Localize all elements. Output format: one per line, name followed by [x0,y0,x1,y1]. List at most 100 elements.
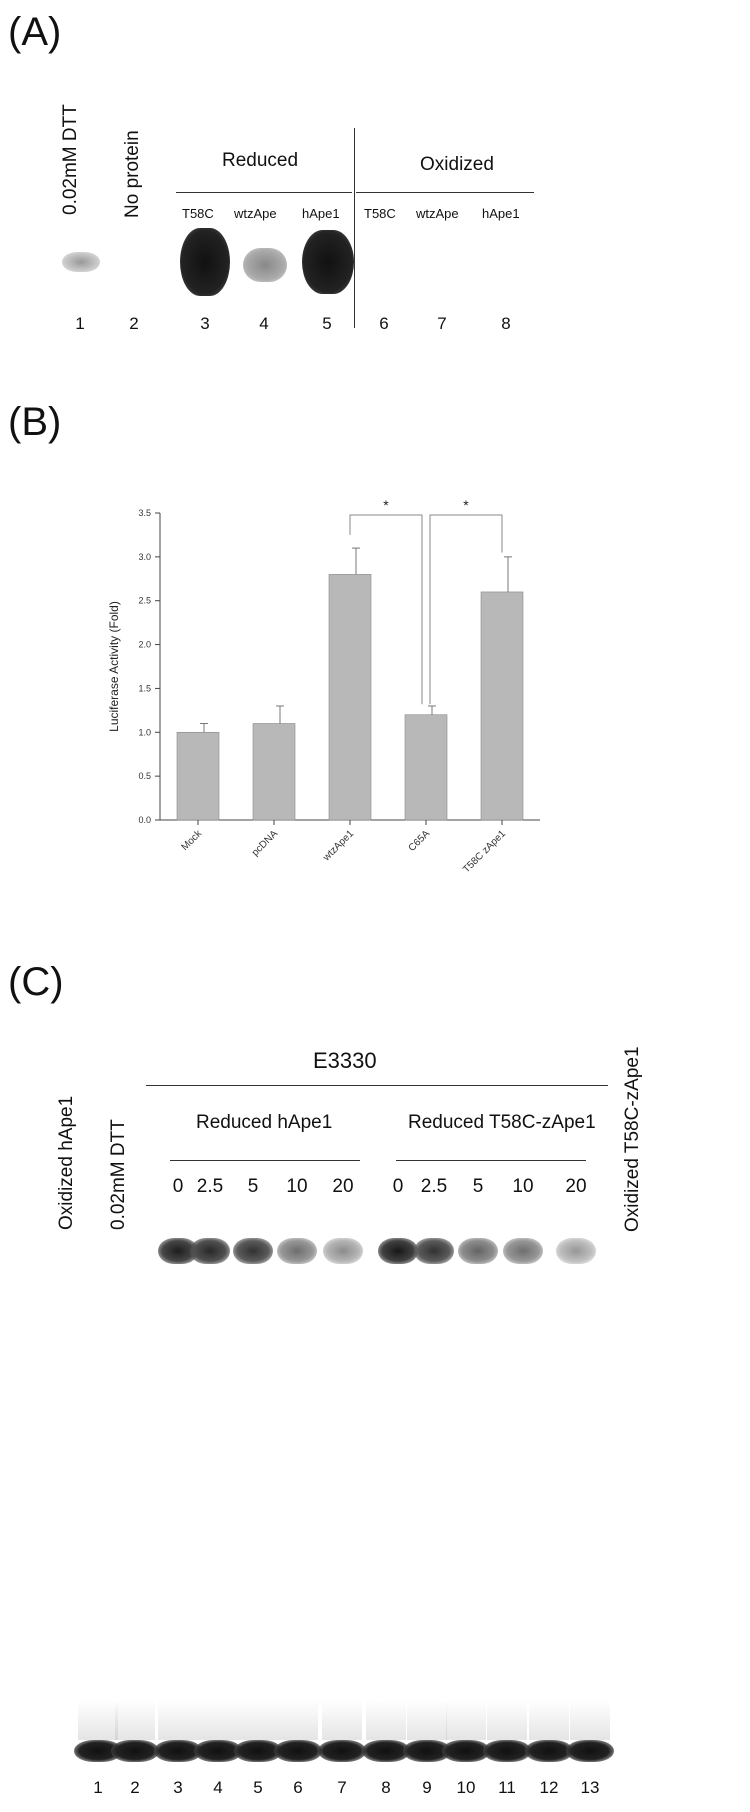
bar-3 [404,714,448,821]
gel-smear [366,1700,406,1740]
concentration-label: 2.5 [196,1176,224,1197]
lane-number-a-3: 3 [200,314,210,333]
lane-number-c: 4 [213,1778,223,1797]
lane-number-a-1: 1 [75,314,85,333]
gel-smear [570,1700,610,1740]
concentration-label: 10 [286,1176,308,1197]
significance-star-1: * [463,497,469,513]
lane-number-c: 8 [381,1778,391,1797]
upper-gel-band [323,1238,363,1264]
significance-bracket-1 [429,514,503,705]
lane-number-c: 11 [498,1778,516,1797]
lower-gel-band [318,1740,366,1762]
y-tick-label: 3.0 [138,552,151,562]
gel-band-a-lane5 [302,230,354,294]
y-tick-label: 0.5 [138,771,151,781]
x-tick-label: C65A [407,828,433,854]
sub-label-wtzape-reduced: wtzApe [234,206,277,221]
gel-smear [198,1700,238,1740]
reduced-group-line [176,192,352,193]
sub-label-hape1-reduced: hApe1 [302,206,340,221]
gel-smear [529,1700,569,1740]
luciferase-bar-chart: 0.0 0.5 1.0 1.5 2.0 2.5 3.0 3.5 Luciferase Activ… [107,497,540,875]
gel-smear [407,1700,447,1740]
divider-line [354,128,355,328]
oxidized-hape1-header: Oxidized hApe1 [56,1095,77,1230]
y-tick-label: 3.5 [138,508,151,518]
concentration-label: 20 [565,1176,587,1197]
e3330-line [146,1085,608,1086]
concentration-label: 10 [512,1176,534,1197]
y-tick-label: 2.0 [138,640,151,650]
hape1-group-line [170,1160,360,1161]
y-tick-label: 0.0 [138,815,151,825]
oxidized-t58c-header: Oxidized T58C-zApe1 [622,1046,643,1232]
lane-number-c: 5 [253,1778,263,1797]
lower-gel-band [274,1740,322,1762]
gel-smear [322,1700,362,1740]
lane-number-c: 3 [173,1778,183,1797]
bar-4 [480,591,524,821]
y-tick-label: 1.5 [138,683,151,693]
concentration-label: 0 [172,1176,184,1197]
upper-gel-band [190,1238,230,1264]
concentration-label: 5 [472,1176,484,1197]
panel-b-label: (B) [8,400,62,444]
bar-0 [176,731,220,821]
concentration-label: 0 [392,1176,404,1197]
y-tick-label: 2.5 [138,596,151,606]
upper-gel-band [556,1238,596,1264]
lane-number-c: 2 [130,1778,140,1797]
lower-gel-band [483,1740,531,1762]
y-tick-label: 1.0 [138,727,151,737]
lower-gel-band [403,1740,451,1762]
dtt-lane-header: 0.02mM DTT [60,104,81,215]
x-tick-label: pcDNA [250,828,280,858]
sub-label-t58c-reduced: T58C [182,206,214,221]
dtt-header-c: 0.02mM DTT [108,1119,129,1230]
gel-smear [115,1700,155,1740]
e3330-label: E3330 [313,1048,377,1073]
lane-number-a-5: 5 [322,314,332,333]
gel-smear [158,1700,198,1740]
gel-smear [278,1700,318,1740]
lane-number-c: 10 [456,1778,476,1797]
gel-smear [487,1700,527,1740]
oxidized-group-line [356,192,534,193]
lower-gel-band [525,1740,573,1762]
lane-number-a-4: 4 [259,314,269,333]
y-axis-label: Luciferase Activity (Fold) [107,601,121,732]
lower-gel-band [154,1740,202,1762]
zape1-group-line [396,1160,586,1161]
upper-gel-band [503,1238,543,1264]
lane-number-a-8: 8 [501,314,511,333]
lower-gel-band [74,1740,122,1762]
significance-star-0: * [383,497,389,513]
lane-number-a-2: 2 [129,314,139,333]
bar-2 [328,574,372,821]
upper-gel-band [277,1238,317,1264]
sub-label-hape1-oxidized: hApe1 [482,206,520,221]
upper-gel-band [458,1238,498,1264]
lane-number-a-7: 7 [437,314,447,333]
lower-gel-band [194,1740,242,1762]
reduced-hape1-label: Reduced hApe1 [196,1112,333,1133]
gel-band-a-lane1 [62,252,100,272]
x-tick-label: T58C zApe1 [461,828,508,875]
concentration-label: 20 [332,1176,354,1197]
upper-gel-band [233,1238,273,1264]
lane-number-c: 7 [337,1778,347,1797]
panel-a-label: (A) [8,10,62,54]
lane-number-c: 12 [539,1778,559,1797]
significance-bracket-0 [349,514,423,705]
gel-smear [446,1700,486,1740]
gel-smear [78,1700,118,1740]
lane-number-c: 9 [422,1778,432,1797]
lower-gel-band [362,1740,410,1762]
lane-number-c: 1 [93,1778,103,1797]
lane-number-c: 13 [580,1778,600,1797]
lower-gel-band [111,1740,159,1762]
concentration-label: 5 [247,1176,259,1197]
gel-band-a-lane3 [180,228,230,296]
x-tick-label: Mock [179,828,204,853]
